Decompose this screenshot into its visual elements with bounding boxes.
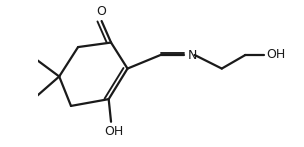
Text: OH: OH	[267, 48, 286, 61]
Text: OH: OH	[104, 125, 123, 138]
Text: N: N	[188, 49, 197, 62]
Text: O: O	[97, 5, 106, 18]
